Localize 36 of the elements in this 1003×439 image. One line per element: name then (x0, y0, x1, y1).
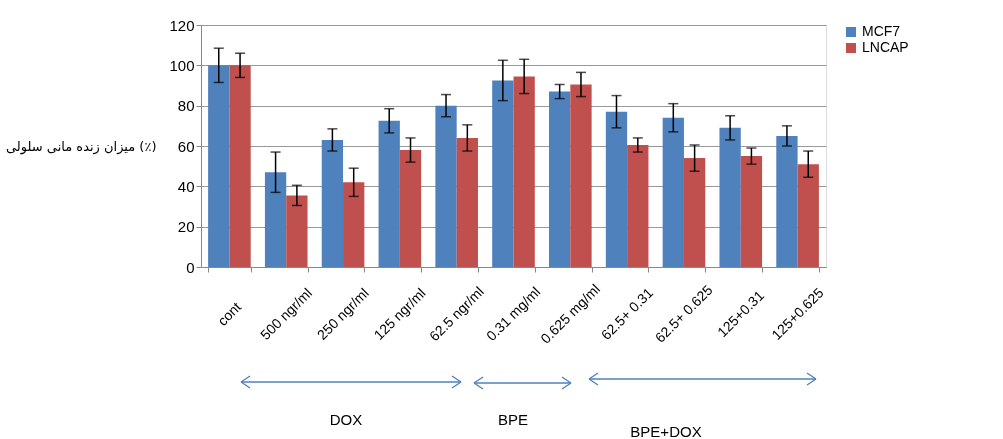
bar (435, 105, 457, 267)
y-tick-label: 40 (177, 177, 195, 195)
y-axis-title: میزان زنده مانی سلولی (٪) (6, 138, 157, 155)
bar (399, 150, 422, 267)
bar (321, 139, 344, 267)
bar (343, 182, 365, 267)
bar (776, 135, 798, 267)
y-tick-label: 20 (177, 218, 195, 236)
bar (549, 91, 571, 267)
bar (229, 65, 251, 267)
bar (662, 117, 684, 267)
text: BPE+DOX (630, 423, 702, 439)
bar (208, 65, 230, 267)
bar (627, 144, 649, 267)
y-tick-label: 100 (169, 56, 195, 74)
bar (456, 137, 478, 267)
legend-label: MCF7 (862, 23, 901, 39)
bar (740, 156, 763, 267)
text: BPE (497, 411, 529, 428)
bar (286, 195, 308, 267)
bar (492, 80, 514, 267)
bar (683, 158, 706, 267)
bar (513, 76, 535, 267)
text: DOX (329, 411, 363, 428)
y-tick-label: 60 (177, 137, 195, 155)
bar (570, 84, 592, 267)
bar (719, 127, 741, 267)
bar (264, 172, 287, 267)
legend-label: LNCAP (862, 39, 909, 55)
bar (797, 164, 819, 267)
y-tick-label: 120 (169, 16, 195, 34)
bar (605, 111, 628, 267)
x-tick-label: cont (214, 298, 245, 329)
y-tick-label: 80 (177, 97, 195, 115)
y-tick-label: 0 (186, 258, 195, 276)
bar (378, 120, 400, 267)
